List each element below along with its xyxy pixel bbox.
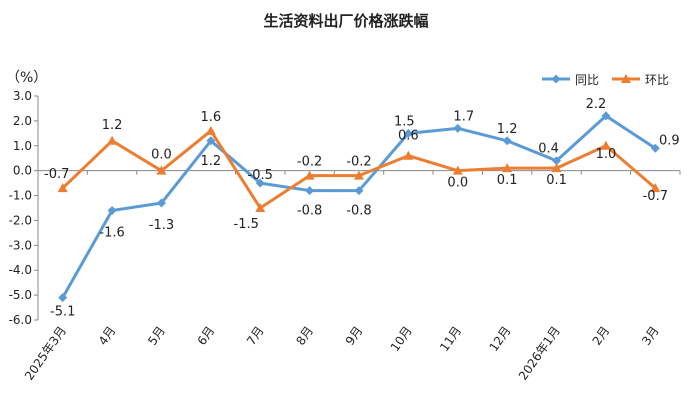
data-label-yoy: -1.3 <box>149 218 174 233</box>
x-tick-label: 11月 <box>437 324 464 354</box>
legend: 同比 环比 <box>542 73 669 87</box>
data-point-yoy[interactable] <box>255 178 265 188</box>
data-label-mom: 1.2 <box>102 118 123 133</box>
y-tick-label: -2.0 <box>9 213 32 227</box>
data-label-yoy: 0.9 <box>659 133 680 148</box>
data-point-mom[interactable] <box>403 150 414 160</box>
data-point-mom[interactable] <box>107 135 118 145</box>
y-tick-label: -6.0 <box>9 313 32 327</box>
legend-item-yoy[interactable]: 同比 <box>542 73 599 87</box>
y-tick-label: 0.0 <box>13 164 32 178</box>
x-tick-label: 7月 <box>244 324 267 348</box>
data-label-yoy: -1.6 <box>99 225 124 240</box>
data-label-yoy: -5.1 <box>50 305 75 320</box>
data-point-mom[interactable] <box>452 165 463 175</box>
x-tick-label: 9月 <box>343 324 366 348</box>
x-tick-label: 5月 <box>145 324 168 348</box>
data-point-yoy[interactable] <box>650 143 660 153</box>
data-point-yoy[interactable] <box>601 111 611 121</box>
data-labels: -5.1 -1.6 -1.3 1.2 -0.5 -0.8 -0.8 1.5 1.7 1.2 0.4 2… <box>44 97 680 320</box>
data-label-yoy: 0.4 <box>538 142 559 157</box>
y-tick-label: 1.0 <box>13 139 32 153</box>
x-tick-label: 8月 <box>293 324 316 348</box>
data-point-mom[interactable] <box>650 183 661 193</box>
y-axis-unit-label: （%） <box>6 70 47 86</box>
series-markers <box>57 111 661 303</box>
y-tick-label: -3.0 <box>9 238 32 252</box>
data-point-mom[interactable] <box>502 163 513 173</box>
data-label-yoy: 1.7 <box>453 109 474 124</box>
data-point-mom[interactable] <box>354 170 364 180</box>
data-label-mom: 1.6 <box>201 110 222 125</box>
x-tick-label: 4月 <box>96 324 119 348</box>
y-tick-label: -1.0 <box>9 189 32 203</box>
data-point-yoy[interactable] <box>453 123 463 133</box>
data-point-yoy[interactable] <box>206 136 216 146</box>
data-point-yoy[interactable] <box>305 186 315 196</box>
data-point-mom[interactable] <box>600 140 611 150</box>
data-label-yoy: -0.5 <box>248 168 273 183</box>
data-label-mom: -0.7 <box>44 167 69 182</box>
x-tick-label: 2月 <box>590 324 613 348</box>
data-point-yoy[interactable] <box>107 205 117 215</box>
y-tick-label: -4.0 <box>9 263 32 277</box>
data-label-yoy: -0.8 <box>297 204 322 219</box>
data-point-mom[interactable] <box>57 183 68 193</box>
data-point-mom[interactable] <box>255 203 266 212</box>
legend-marker-yoy <box>551 74 561 84</box>
y-tick-label: 3.0 <box>13 89 32 103</box>
legend-label-mom: 环比 <box>645 73 669 87</box>
data-point-yoy[interactable] <box>354 186 364 196</box>
x-tick-label: 2026年1月 <box>516 324 563 383</box>
data-label-mom: -0.2 <box>346 155 371 170</box>
data-point-yoy[interactable] <box>58 293 68 303</box>
legend-marker-mom <box>621 74 631 83</box>
data-label-yoy: 1.5 <box>394 114 415 129</box>
legend-item-mom[interactable]: 环比 <box>612 73 669 87</box>
y-tick-label: 2.0 <box>13 114 32 128</box>
data-point-mom[interactable] <box>205 125 216 135</box>
x-tick-label: 2025年3月 <box>22 324 69 383</box>
data-label-mom: 1.0 <box>596 147 617 162</box>
data-point-yoy[interactable] <box>156 198 166 208</box>
data-label-mom: -0.2 <box>297 155 322 170</box>
x-tick-label: 12月 <box>486 324 513 354</box>
x-tick-label: 3月 <box>639 324 662 348</box>
x-tick-label: 10月 <box>388 324 415 354</box>
data-label-yoy: 1.2 <box>201 154 222 169</box>
data-label-mom: 0.0 <box>151 148 172 163</box>
data-label-yoy: 2.2 <box>586 97 607 112</box>
data-point-yoy[interactable] <box>552 156 562 166</box>
data-label-yoy: 1.2 <box>497 122 518 137</box>
data-label-mom: -1.5 <box>234 217 259 232</box>
data-point-mom[interactable] <box>304 170 315 180</box>
data-point-yoy[interactable] <box>403 128 413 138</box>
data-label-mom: -0.7 <box>643 189 668 204</box>
y-tick-label: -5.0 <box>9 288 32 302</box>
chart-title: 生活资料出厂价格涨跌幅 <box>263 12 428 30</box>
data-point-mom[interactable] <box>551 163 562 173</box>
legend-label-yoy: 同比 <box>575 73 599 87</box>
data-label-mom: 0.0 <box>447 176 468 191</box>
data-label-mom: 0.6 <box>398 129 419 144</box>
data-label-yoy: -0.8 <box>346 204 371 219</box>
x-tick-label: 6月 <box>195 324 218 348</box>
data-label-mom: 0.1 <box>546 173 567 188</box>
data-point-yoy[interactable] <box>502 136 512 146</box>
data-point-mom[interactable] <box>156 165 167 175</box>
data-label-mom: 0.1 <box>497 173 518 188</box>
